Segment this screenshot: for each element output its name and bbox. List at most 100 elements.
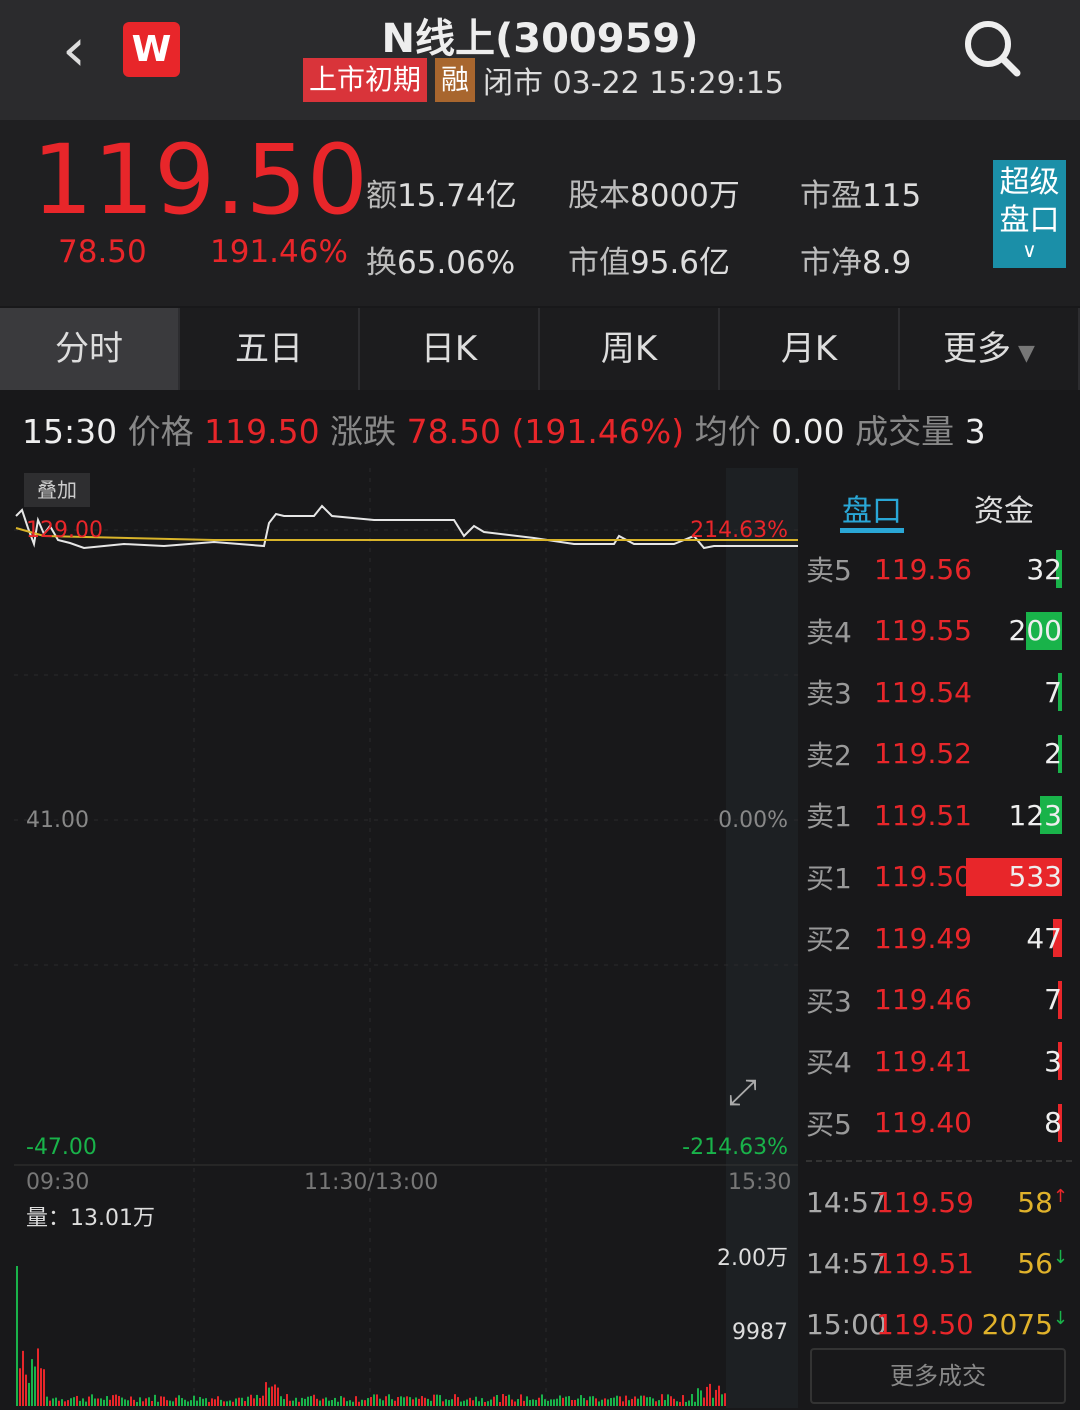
- volume-bar: [289, 1400, 291, 1406]
- volume-bar: [367, 1398, 369, 1406]
- stat-label: 市值: [568, 245, 630, 281]
- volume-bar: [361, 1399, 363, 1406]
- volume-bar: [91, 1394, 93, 1406]
- orderbook-panel: 盘口 资金 卖5 119.56 32 卖4 119.55 200 卖3 119.54 7 卖2 11…: [800, 468, 1080, 1410]
- volume-bar: [652, 1398, 654, 1406]
- volume-bar: [343, 1397, 345, 1406]
- tab-period[interactable]: 五日: [180, 308, 360, 390]
- level-price: 119.40: [874, 1106, 972, 1139]
- volume-bar: [61, 1399, 63, 1406]
- volume-bar: [73, 1397, 75, 1406]
- volume-bar: [715, 1389, 717, 1406]
- volume-bar: [556, 1398, 558, 1406]
- tab-orderbook[interactable]: 盘口: [842, 494, 902, 529]
- volume-bar: [250, 1394, 252, 1406]
- tab-period[interactable]: 周K: [540, 308, 720, 390]
- arrow-down-icon: ↓: [1052, 1308, 1068, 1329]
- volume-bar: [589, 1396, 591, 1406]
- super-orderbook-button[interactable]: 超级 盘口 ∨: [993, 160, 1066, 268]
- average-line: [15, 527, 798, 541]
- volume-bar: [628, 1400, 630, 1406]
- volume-bar: [430, 1400, 432, 1406]
- volume-bar: [94, 1398, 96, 1406]
- arrow-down-icon: ↓: [1052, 1247, 1068, 1268]
- orderbook-row[interactable]: 卖1 119.51 123: [806, 790, 1068, 840]
- volume-bar: [640, 1395, 642, 1406]
- tab-funds[interactable]: 资金: [974, 494, 1034, 529]
- volume-bar: [478, 1401, 480, 1406]
- volume-bar: [58, 1400, 60, 1406]
- volume-bar: [232, 1401, 234, 1406]
- orderbook-row[interactable]: 卖3 119.54 7: [806, 667, 1068, 717]
- volume-bar: [190, 1400, 192, 1406]
- info-avg: 0.00: [771, 412, 845, 451]
- volume-bar: [37, 1348, 39, 1406]
- level-label: 买3: [806, 984, 852, 1018]
- volume-bar: [151, 1400, 153, 1406]
- volume-bar: [301, 1397, 303, 1406]
- expand-icon[interactable]: ⤢: [728, 1072, 757, 1113]
- volume-bar: [1053, 919, 1062, 957]
- volume-bar: [532, 1399, 534, 1406]
- volume-bar: [262, 1395, 264, 1406]
- orderbook-row[interactable]: 卖5 119.56 32: [806, 544, 1068, 594]
- volume-bar: [295, 1397, 297, 1406]
- volume-bar: [319, 1400, 321, 1406]
- volume-bar: [688, 1400, 690, 1406]
- volume-bar: [64, 1401, 66, 1406]
- tab-period[interactable]: 月K: [720, 308, 900, 390]
- app-logo[interactable]: W: [123, 22, 180, 77]
- volume-bar: [277, 1387, 279, 1406]
- volume-bar: [385, 1396, 387, 1406]
- intraday-chart[interactable]: [14, 468, 798, 1408]
- volume-bar: [223, 1401, 225, 1406]
- volume-bar: [646, 1397, 648, 1406]
- search-icon[interactable]: [962, 18, 1022, 82]
- stat-item: 股本8000万: [568, 170, 740, 215]
- chart-bg: [14, 468, 798, 1408]
- volume-bar: [460, 1401, 462, 1406]
- volume-bar: [454, 1394, 456, 1406]
- orderbook-row[interactable]: 买3 119.46 7: [806, 975, 1068, 1025]
- volume-bar: [433, 1394, 435, 1406]
- stat-item: 额15.74亿: [366, 170, 517, 215]
- volume-bar: [679, 1401, 681, 1406]
- level-label: 卖1: [806, 800, 852, 833]
- volume-bar: [703, 1397, 705, 1406]
- tab-period[interactable]: 分时: [0, 308, 180, 390]
- stat-value: 15.74亿: [397, 178, 517, 214]
- volume-bar: [157, 1401, 159, 1406]
- volume-bar: [337, 1401, 339, 1406]
- orderbook-row[interactable]: 买2 119.49 47: [806, 913, 1068, 963]
- back-icon[interactable]: ‹: [62, 15, 86, 85]
- volume-bar: [505, 1395, 507, 1406]
- volume-bar: [394, 1400, 396, 1406]
- stat-value: 65.06%: [397, 245, 516, 281]
- volume-bar: [52, 1398, 54, 1406]
- volume-bar: [121, 1397, 123, 1406]
- volume-bar: [19, 1368, 21, 1406]
- volume-bar: [136, 1401, 138, 1406]
- level-volume: 32: [1026, 552, 1062, 586]
- orderbook-row[interactable]: 买1 119.50 533: [806, 852, 1068, 902]
- tab-period[interactable]: 更多 ▼: [900, 308, 1080, 390]
- volume-bar: [1056, 550, 1062, 588]
- tab-period[interactable]: 日K: [360, 308, 540, 390]
- volume-bar: [607, 1399, 609, 1406]
- more-trades-button[interactable]: 更多成交: [810, 1348, 1066, 1404]
- volume-bar: [493, 1396, 495, 1406]
- volume-bar: [409, 1397, 411, 1406]
- level-price: 119.52: [874, 737, 972, 770]
- level-volume: 200: [1008, 614, 1062, 647]
- volume-bar: [184, 1399, 186, 1406]
- overlay-button[interactable]: 叠加: [24, 473, 90, 507]
- volume-bar: [658, 1400, 660, 1406]
- volume-bar: [229, 1400, 231, 1406]
- volume-bar: [256, 1394, 258, 1406]
- orderbook-row[interactable]: 买5 119.40 8: [806, 1098, 1068, 1148]
- orderbook-row[interactable]: 卖4 119.55 200: [806, 606, 1068, 656]
- volume-bar: [235, 1398, 237, 1406]
- pct-label-bottom: -214.63%: [682, 1135, 788, 1160]
- orderbook-row[interactable]: 卖2 119.52 2: [806, 729, 1068, 779]
- orderbook-row[interactable]: 买4 119.41 3: [806, 1036, 1068, 1086]
